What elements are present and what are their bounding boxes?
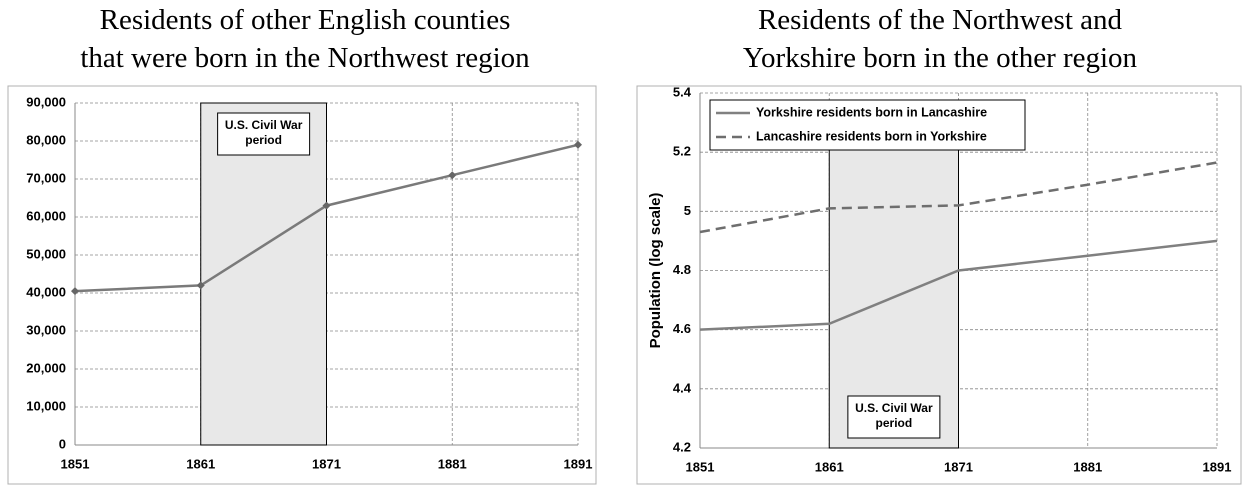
y-tick-label: 5.2 — [673, 144, 691, 159]
x-tick-label: 1891 — [1203, 459, 1232, 474]
chart-title: that were born in the Northwest region — [80, 42, 530, 74]
marker — [448, 171, 457, 180]
y-tick-label: 5 — [684, 203, 691, 218]
y-tick-label: 90,000 — [26, 94, 66, 109]
series-line — [699, 161, 1218, 234]
y-tick-label: 60,000 — [26, 208, 66, 223]
legend-label: Lancashire residents born in Yorkshire — [756, 129, 987, 143]
y-tick-label: 0 — [59, 436, 66, 451]
x-tick-label: 1851 — [61, 456, 90, 471]
y-tick-label: 5.4 — [673, 84, 692, 99]
x-tick-label: 1861 — [815, 459, 844, 474]
y-tick-label: 4.4 — [673, 380, 692, 395]
y-tick-label: 4.6 — [673, 321, 691, 336]
y-tick-label: 70,000 — [26, 170, 66, 185]
y-tick-label: 40,000 — [26, 284, 66, 299]
shaded-span — [200, 102, 327, 446]
y-tick-label: 20,000 — [26, 360, 66, 375]
y-tick-label: 30,000 — [26, 322, 66, 337]
chart-frame — [636, 85, 1242, 485]
annotation-box — [847, 395, 941, 439]
chart-panel: Residents of the Northwest and Yorkshire … — [636, 4, 1242, 485]
y-tick-label: 80,000 — [26, 132, 66, 147]
annotation-text: U.S. Civil War period — [855, 401, 933, 430]
marker — [196, 281, 205, 290]
annotation: U.S. Civil War period — [855, 401, 933, 430]
x-tick-label: 1851 — [686, 459, 715, 474]
legend-box — [709, 99, 1026, 151]
chart-title: Residents of other English counties — [100, 4, 511, 36]
annotation-text: U.S. Civil War period — [224, 118, 303, 147]
x-tick-label: 1881 — [1073, 459, 1102, 474]
y-axis-label: Population (log scale) — [647, 193, 664, 349]
marker — [322, 201, 331, 210]
annotation-box — [217, 112, 311, 156]
marker — [71, 287, 79, 296]
y-tick-label: 50,000 — [26, 246, 66, 261]
annotation: U.S. Civil War period — [224, 118, 303, 147]
chart-title: Yorkshire born in the other region — [743, 42, 1138, 74]
marker — [574, 140, 582, 149]
x-tick-label: 1861 — [186, 456, 215, 471]
chart-title: Residents of the Northwest and — [758, 4, 1123, 36]
y-tick-label: 4.2 — [673, 439, 691, 454]
legend-label: Yorkshire residents born in Lancashire — [756, 105, 987, 119]
chart-panel: Residents of other English counties that … — [7, 4, 597, 485]
series-line — [699, 239, 1218, 331]
x-tick-label: 1881 — [438, 456, 467, 471]
x-tick-label: 1871 — [944, 459, 973, 474]
chart-frame — [7, 85, 597, 485]
x-tick-label: 1871 — [312, 456, 341, 471]
x-tick-label: 1891 — [564, 456, 593, 471]
shaded-span — [828, 122, 959, 449]
y-tick-label: 10,000 — [26, 398, 66, 413]
y-tick-label: 4.8 — [673, 262, 691, 277]
